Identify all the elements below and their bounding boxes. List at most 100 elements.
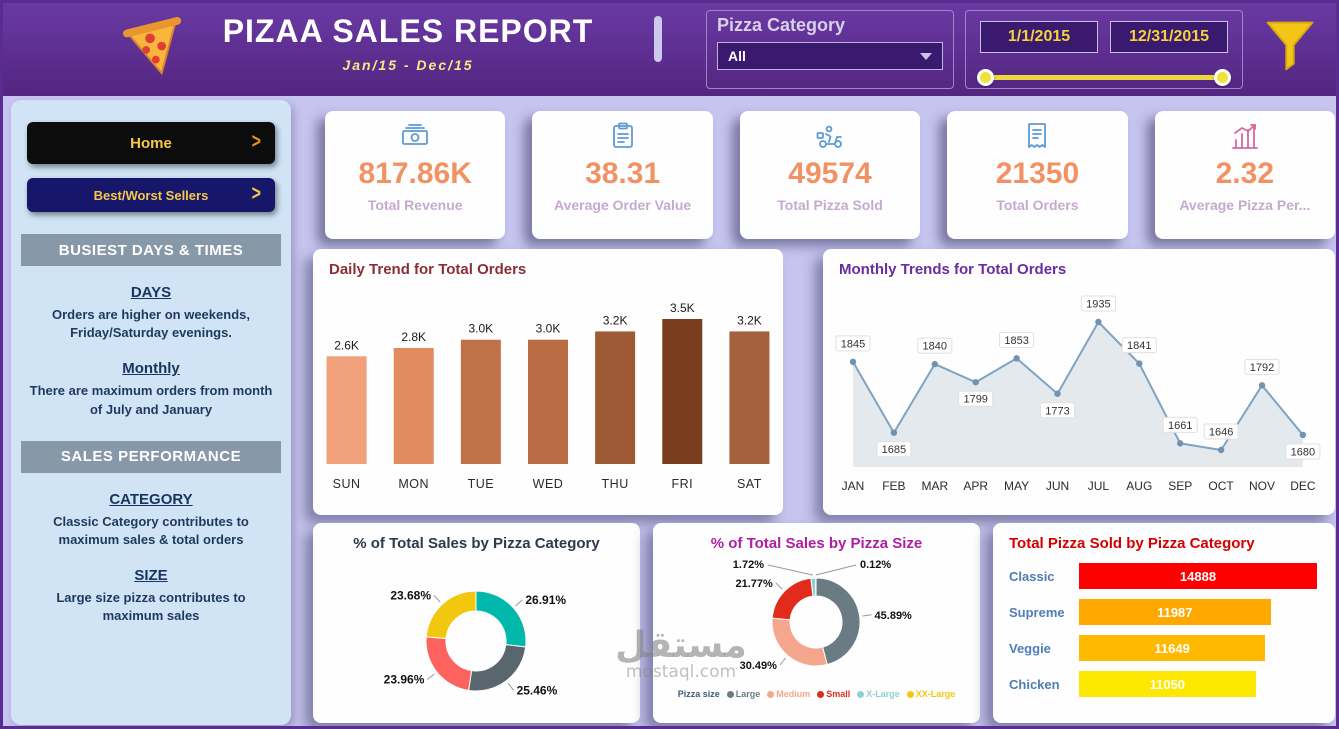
sidebar-item-home[interactable]: Home > (27, 122, 275, 164)
x-axis-label: APR (963, 479, 988, 493)
donut-slice-medium[interactable] (771, 617, 828, 667)
daily-trend-bar-chart[interactable]: 2.6K SUN 2.8K MON 3.0K TUE 3.0K WED 3.2K THU 3.5K F… (313, 282, 783, 509)
donut-slice-small[interactable] (771, 577, 814, 621)
legend-title: Pizza size (677, 689, 720, 699)
point-value-label: 1853 (1004, 335, 1028, 347)
info-text: Large size pizza contributes to maximum … (56, 590, 246, 624)
data-point[interactable] (1258, 382, 1266, 389)
chart-title: Total Pizza Sold by Pizza Category (1009, 535, 1255, 552)
legend-item-x-large[interactable]: X-Large (857, 689, 900, 699)
kpi-value: 49574 (788, 157, 872, 190)
bar-thu[interactable] (595, 331, 636, 464)
category-bar-veggie[interactable]: 11649 (1079, 635, 1266, 661)
slider-handle-end[interactable] (1214, 69, 1231, 86)
filter-funnel-icon[interactable] (1262, 17, 1318, 78)
legend-dot-icon (726, 690, 734, 698)
data-point[interactable] (1299, 431, 1307, 439)
category-label: Veggie (1009, 640, 1051, 656)
monthly-trend-area-chart[interactable]: 1845 JAN 1685 FEB 1840 MAR 1799 APR 1853 MAY 1773 J… (823, 282, 1335, 505)
kpi-card-average-order-value: 38.31 Average Order Value (532, 111, 713, 239)
start-date-input[interactable]: 1/1/2015 (980, 21, 1098, 53)
bar-fri[interactable] (662, 319, 703, 464)
donut-slice[interactable] (425, 636, 473, 692)
chevron-right-icon: > (251, 183, 261, 206)
bar-mon[interactable] (393, 348, 434, 464)
pizza-category-dropdown[interactable]: All (717, 42, 943, 70)
section-header: SALES PERFORMANCE (21, 440, 281, 473)
delivery-icon (740, 121, 920, 153)
data-point[interactable] (1177, 440, 1184, 447)
nav-label: Best/Worst Sellers (93, 187, 209, 203)
data-point[interactable] (1054, 390, 1061, 397)
data-point[interactable] (972, 379, 979, 386)
bar-tue[interactable] (460, 339, 501, 464)
chart-title: % of Total Sales by Pizza Size (710, 535, 923, 552)
data-point[interactable] (1217, 446, 1225, 454)
category-bar-classic[interactable]: 14888 (1079, 563, 1317, 589)
kpi-value: 817.86K (358, 157, 472, 190)
legend-label: Medium (776, 689, 811, 699)
sales-by-category-card: % of Total Sales by Pizza Category 26.91… (313, 523, 640, 723)
header: PIZAA SALES REPORT Jan/15 - Dec/15 Pizza… (3, 3, 1336, 96)
info-text: Orders are higher on weekends, Friday/Sa… (52, 307, 250, 341)
data-point[interactable] (1095, 318, 1102, 326)
monthly-trend-card: Monthly Trends for Total Orders 1845 JAN 1… (823, 249, 1335, 515)
donut-slice-large[interactable] (815, 577, 861, 666)
sidebar-item-best-worst-sellers[interactable]: Best/Worst Sellers > (27, 178, 275, 212)
legend-dot-icon (857, 690, 865, 698)
chevron-right-icon: > (251, 131, 261, 154)
pizza-logo-icon (121, 17, 183, 84)
info-text: There are maximum orders from month of J… (29, 383, 273, 417)
legend-item-medium[interactable]: Medium (767, 689, 810, 699)
point-value-label: 1646 (1209, 427, 1233, 439)
point-value-label: 1840 (923, 341, 947, 353)
bar-value-label: 2.6K (334, 338, 359, 352)
kpi-card-total-pizza-sold: 49574 Total Pizza Sold (739, 111, 921, 239)
bar-sat[interactable] (729, 331, 770, 464)
x-axis-label: MON (398, 477, 429, 491)
x-axis-label: FRI (671, 477, 693, 491)
slider-track[interactable] (982, 75, 1226, 80)
size-donut-chart[interactable]: 45.89% 30.49% 21.77% 1.72% 0.12% (653, 556, 980, 687)
filter-label: Pizza Category (717, 15, 846, 35)
donut-slice[interactable] (475, 590, 527, 648)
category-label: Classic (1009, 568, 1055, 584)
data-point[interactable] (931, 360, 938, 368)
legend-item-large[interactable]: Large (726, 689, 760, 699)
bar-sun[interactable] (326, 356, 367, 464)
legend-item-small[interactable]: Small (817, 689, 850, 699)
end-date-input[interactable]: 12/31/2015 (1110, 21, 1228, 53)
x-axis-label: SEP (1168, 479, 1192, 493)
data-point[interactable] (1013, 355, 1020, 362)
bar-value-label: 3.0K (536, 322, 561, 336)
point-value-label: 1845 (841, 338, 865, 350)
chart-icon (1155, 121, 1335, 153)
category-label: Chicken (1009, 676, 1060, 692)
category-bar-list[interactable]: Classic 14888 Supreme 11987 Veggie 11649 Chick… (993, 552, 1335, 698)
donut-label: 23.68% (390, 588, 431, 602)
category-donut-chart[interactable]: 26.91% 25.46% 23.96% 23.68% (313, 556, 640, 723)
legend-item-xx-large[interactable]: XX-Large (906, 689, 955, 699)
date-range-slider[interactable] (977, 69, 1231, 86)
info-heading: Monthly (122, 360, 180, 378)
kpi-card-total-orders: 21350 Total Orders (947, 111, 1128, 239)
bar-wed[interactable] (528, 339, 568, 464)
dropdown-selected-value: All (728, 48, 746, 64)
donut-slice[interactable] (425, 590, 477, 640)
bar-value: 14888 (1179, 568, 1217, 584)
info-text: Classic Category contributes to maximum … (53, 513, 249, 547)
info-heading: CATEGORY (109, 490, 193, 508)
slider-handle-start[interactable] (977, 69, 994, 86)
point-value-label: 1685 (882, 444, 906, 456)
chart-title: Monthly Trends for Total Orders (839, 261, 1067, 278)
category-bar-supreme[interactable]: 11987 (1079, 599, 1271, 625)
data-point[interactable] (890, 429, 898, 436)
data-point[interactable] (1136, 360, 1143, 367)
donut-label: 23.96% (384, 672, 425, 686)
x-axis-label: MAY (1004, 479, 1029, 493)
chart-title: % of Total Sales by Pizza Category (353, 535, 600, 552)
category-bar-chicken[interactable]: 11050 (1079, 671, 1256, 697)
page-subtitle: Jan/15 - Dec/15 (342, 57, 474, 73)
data-point[interactable] (849, 358, 857, 366)
point-value-label: 1841 (1127, 340, 1151, 352)
